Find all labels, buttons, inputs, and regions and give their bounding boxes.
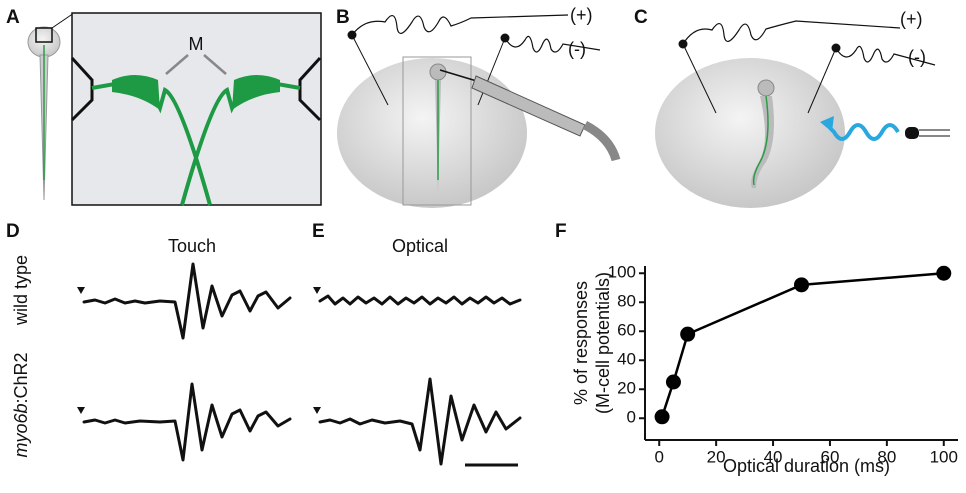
y-axis-label: (M-cell potentials)	[593, 272, 613, 414]
y-tick-label: 40	[617, 350, 636, 369]
point	[680, 327, 695, 342]
line	[662, 273, 944, 417]
wire-label: (-)	[568, 39, 586, 59]
y-tick-label: 0	[627, 408, 636, 427]
y-tick-label: 80	[617, 292, 636, 311]
row-label: myo6b:ChR2	[11, 352, 31, 457]
panel-label: C	[634, 7, 648, 28]
traces	[77, 264, 520, 465]
x-axis-label: Optical duration (ms)	[723, 456, 890, 476]
point	[655, 409, 670, 424]
y-axis-label: % of responses	[571, 281, 591, 405]
point	[666, 375, 681, 390]
column-title: Touch	[168, 236, 216, 256]
dish	[655, 58, 845, 208]
panel-label: B	[336, 7, 350, 28]
larva-a	[28, 13, 74, 200]
panel-label: A	[6, 7, 20, 28]
x-tick-label: 100	[930, 447, 958, 466]
wire-label: (+)	[570, 5, 593, 25]
wire-label: (+)	[900, 9, 923, 29]
point	[794, 277, 809, 292]
figure: A M B (+) (-) C	[0, 0, 966, 493]
m-label: M	[189, 34, 204, 54]
x-tick-label: 0	[654, 447, 663, 466]
row-label: wild type	[11, 255, 31, 326]
column-title: Optical	[392, 236, 448, 256]
y-tick-label: 20	[617, 379, 636, 398]
y-tick-label: 60	[617, 321, 636, 340]
panel-label: F	[555, 221, 567, 242]
dish	[337, 58, 527, 208]
wire-label: (-)	[908, 47, 926, 67]
panel-label: D	[6, 221, 20, 242]
panel-label: E	[312, 221, 325, 242]
point	[936, 266, 951, 281]
